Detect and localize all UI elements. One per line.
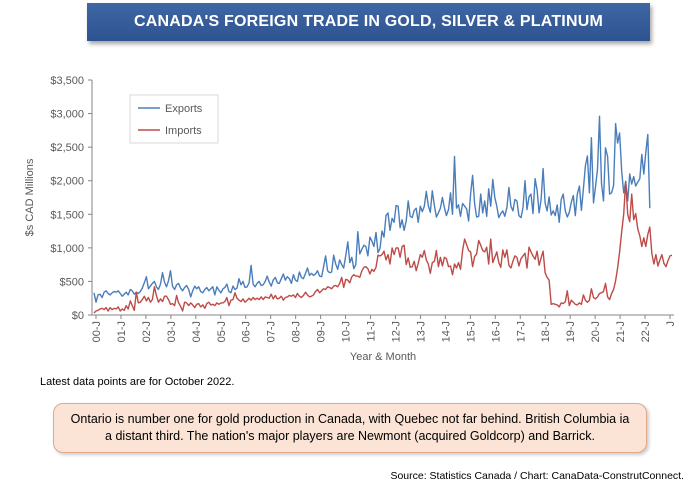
x-tick-label: 07-J — [266, 321, 278, 342]
x-tick-label: 04-J — [191, 321, 203, 342]
x-tick-label: 19-J — [565, 321, 577, 342]
x-tick-label: 03-J — [166, 321, 178, 342]
legend-label-exports: Exports — [165, 103, 203, 115]
x-tick-label: 10-J — [341, 321, 353, 342]
y-axis-title: $s CAD Millions — [24, 158, 36, 236]
x-tick-label: 14-J — [440, 321, 452, 342]
x-tick-label: 20-J — [590, 321, 602, 342]
x-tick-label: 18-J — [540, 321, 552, 342]
series-line-imports — [93, 180, 673, 314]
y-tick-label: $1,000 — [50, 243, 84, 255]
x-tick-label: 21-J — [615, 321, 627, 342]
x-tick-label: 12-J — [390, 321, 402, 342]
x-tick-label: 22-J — [640, 321, 652, 342]
y-tick-label: $2,000 — [50, 176, 84, 188]
x-tick-label: 08-J — [291, 321, 303, 342]
callout-text: Ontario is number one for gold productio… — [70, 412, 630, 443]
x-tick-label: J — [665, 321, 677, 327]
latest-data-note: Latest data points are for October 2022. — [40, 376, 235, 388]
y-tick-label: $3,500 — [50, 75, 84, 87]
callout-box: Ontario is number one for gold productio… — [53, 403, 647, 453]
x-tick-label: 09-J — [316, 321, 328, 342]
series-line-exports — [93, 115, 651, 303]
x-tick-label: 13-J — [415, 321, 427, 342]
line-chart: $s CAD Millions $0 $500 $1,000 $1,500 $2,000… — [24, 75, 677, 363]
x-tick-label: 06-J — [241, 321, 253, 342]
x-tick-label: 00-J — [91, 321, 103, 342]
x-tick-label: 11-J — [366, 321, 378, 342]
x-axis-title: Year & Month — [350, 351, 416, 363]
source-credit: Source: Statistics Canada / Chart: CanaD… — [390, 470, 684, 482]
y-tick-label: $1,500 — [50, 209, 84, 221]
legend-label-imports: Imports — [165, 125, 202, 137]
x-tick-label: 17-J — [515, 321, 527, 342]
x-tick-label: 05-J — [216, 321, 228, 342]
y-tick-label: $3,000 — [50, 109, 84, 121]
legend-box — [129, 94, 219, 144]
y-tick-label: $500 — [60, 276, 84, 288]
chart-title: CANADA'S FOREIGN TRADE IN GOLD, SILVER &… — [133, 13, 603, 30]
chart-title-banner: CANADA'S FOREIGN TRADE IN GOLD, SILVER &… — [87, 3, 650, 41]
x-tick-label: 16-J — [490, 321, 502, 342]
y-tick-label: $2,500 — [50, 142, 84, 154]
y-tick-label: $0 — [72, 310, 84, 322]
x-tick-label: 15-J — [465, 321, 477, 342]
x-tick-label: 01-J — [116, 321, 128, 342]
x-tick-label: 02-J — [141, 321, 153, 342]
